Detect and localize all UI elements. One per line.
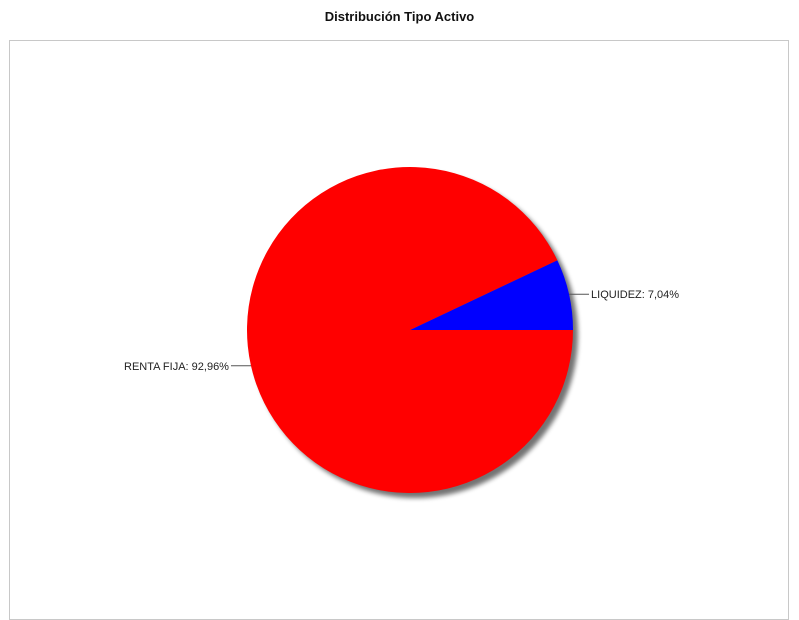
slice-label-renta-fija: RENTA FIJA: 92,96% bbox=[124, 361, 229, 373]
slice-label-liquidez: LIQUIDEZ: 7,04% bbox=[591, 289, 679, 301]
chart-title: Distribución Tipo Activo bbox=[324, 9, 475, 24]
pie-slice-liquidez bbox=[410, 260, 573, 330]
pie-slice-renta-fija bbox=[246, 167, 573, 494]
